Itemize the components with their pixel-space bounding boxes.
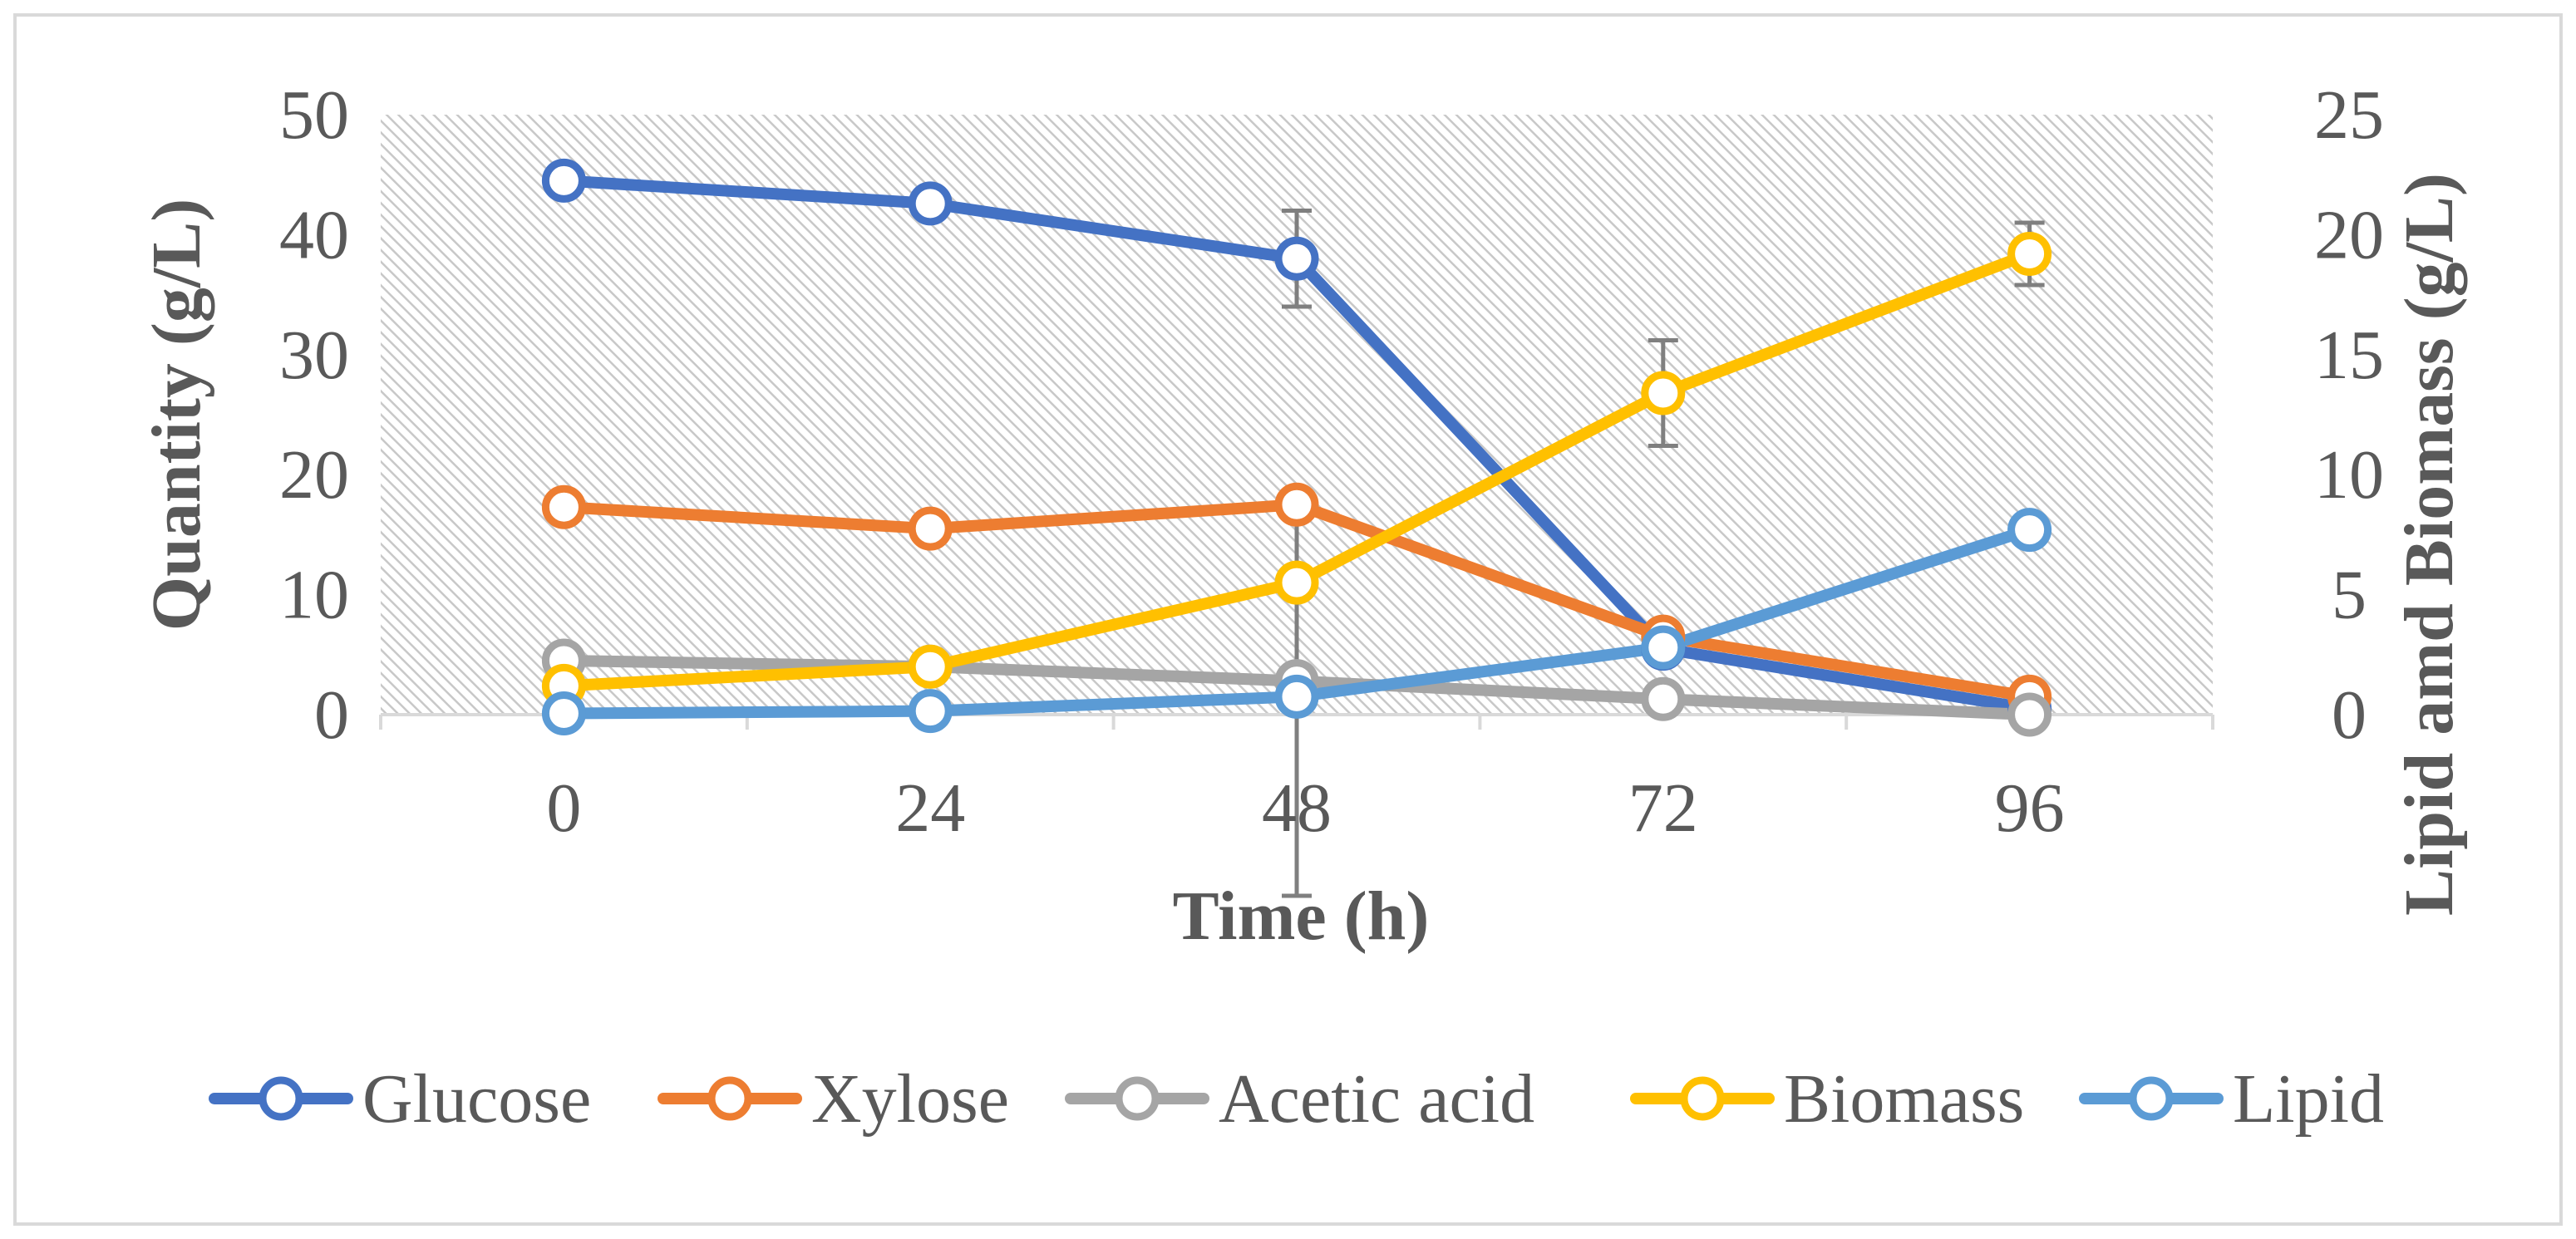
biomass-data-point — [1274, 560, 1319, 605]
y-tick-label: 10 — [279, 557, 349, 634]
legend-biomass-marker — [1680, 1076, 1725, 1121]
biomass-data-point — [908, 644, 953, 689]
y-tick-label: 30 — [279, 317, 349, 394]
acetic-acid-data-point — [2007, 692, 2052, 737]
xylose-data-point — [1274, 482, 1319, 527]
y2-tick-label: 20 — [2314, 196, 2384, 273]
lipid-data-point — [1274, 674, 1319, 719]
legend-lipid-label: Lipid — [2233, 1060, 2384, 1138]
x-tick-label: 0 — [546, 769, 581, 847]
y-axis-title: Quantity (g/L) — [138, 199, 215, 631]
y2-tick-label: 25 — [2314, 76, 2384, 154]
legend-xylose-marker — [707, 1076, 752, 1121]
x-tick-label: 24 — [895, 769, 965, 847]
y2-tick-label: 0 — [2332, 676, 2367, 754]
legend-acetic-acid-marker — [1115, 1076, 1160, 1121]
y-tick-label: 50 — [279, 76, 349, 154]
y-tick-label: 20 — [279, 436, 349, 514]
y2-tick-label: 5 — [2332, 557, 2367, 634]
x-tick-label: 72 — [1628, 769, 1698, 847]
xylose-data-point — [908, 506, 953, 551]
y-tick-label: 0 — [314, 676, 349, 754]
legend-biomass-label: Biomass — [1784, 1060, 2024, 1138]
legend-glucose-marker — [259, 1076, 303, 1121]
glucose-data-point — [908, 181, 953, 226]
glucose-data-point — [541, 158, 586, 203]
x-axis-title: Time (h) — [1173, 878, 1430, 955]
biomass-data-point — [1641, 371, 1686, 415]
lipid-data-point — [1641, 625, 1686, 670]
x-tick-label: 48 — [1262, 769, 1332, 847]
acetic-acid-data-point — [1641, 676, 1686, 721]
y-tick-label: 40 — [279, 196, 349, 273]
legend-acetic-acid-label: Acetic acid — [1219, 1060, 1534, 1138]
xylose-data-point — [541, 484, 586, 529]
legend-glucose-label: Glucose — [362, 1060, 591, 1138]
biomass-data-point — [2007, 232, 2052, 277]
y2-axis-title: Lipid amd Biomass (g/L) — [2391, 173, 2468, 916]
x-tick-label: 96 — [1995, 769, 2065, 847]
lipid-data-point — [2007, 508, 2052, 553]
y2-tick-label: 10 — [2314, 436, 2384, 514]
glucose-data-point — [1274, 236, 1319, 281]
lipid-data-point — [908, 689, 953, 734]
legend-lipid-marker — [2129, 1076, 2174, 1121]
lipid-data-point — [541, 691, 586, 736]
y2-tick-label: 15 — [2314, 317, 2384, 394]
legend-xylose-label: Xylose — [811, 1060, 1009, 1138]
